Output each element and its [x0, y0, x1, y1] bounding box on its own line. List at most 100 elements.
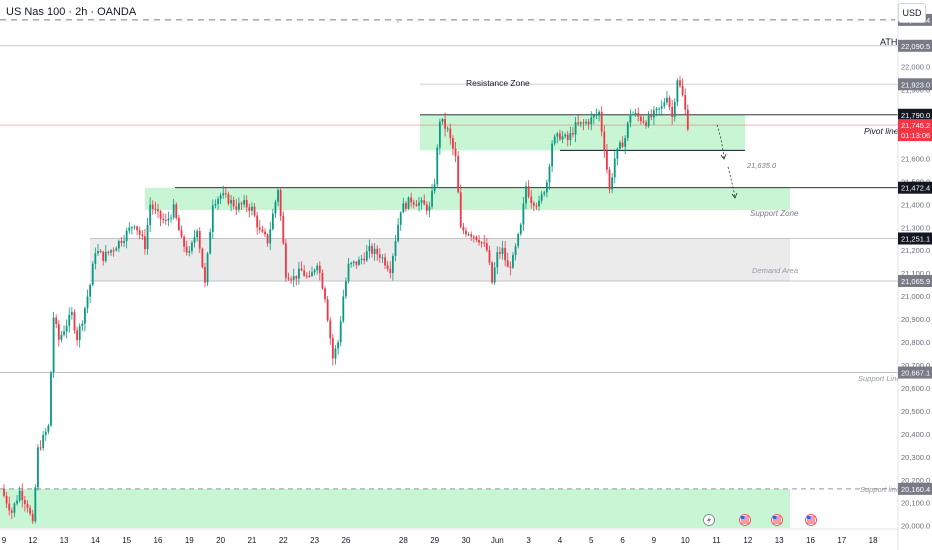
y-tick-label: 21,100.0: [901, 269, 930, 278]
candle-down: [462, 226, 465, 231]
candle-down: [177, 217, 180, 231]
candle-up: [52, 317, 55, 373]
candle-up: [146, 224, 149, 250]
currency-button[interactable]: USD: [898, 3, 926, 23]
candle-down: [506, 260, 509, 267]
candle-down: [21, 490, 24, 500]
candle-up: [613, 158, 616, 178]
candle-down: [180, 230, 183, 237]
candle-down: [509, 266, 512, 268]
candle-down: [23, 499, 26, 504]
symbol-title[interactable]: US Nas 100 · 2h · OANDA: [6, 6, 137, 18]
price-tag-20160: 20,160.4: [901, 485, 930, 494]
y-tick-label: 20,700.0: [901, 361, 930, 370]
candle-up: [548, 166, 551, 183]
candle-down: [120, 241, 123, 243]
candle-up: [525, 186, 527, 204]
candle-down: [639, 116, 642, 122]
candle-up: [407, 197, 410, 209]
candle-down: [671, 106, 674, 117]
candle-down: [326, 299, 329, 321]
candle-down: [55, 317, 58, 325]
candle-down: [10, 510, 13, 513]
candle-up: [501, 247, 504, 254]
candle-up: [551, 143, 553, 167]
x-tick-label: 12: [28, 536, 37, 545]
candle-up: [60, 334, 63, 340]
candle-down: [566, 134, 569, 140]
x-tick-label: 13: [775, 536, 784, 545]
candle-down: [480, 242, 483, 244]
x-tick-label: 3: [526, 536, 531, 545]
x-tick-label: 4: [558, 536, 563, 545]
candle-up: [214, 204, 217, 206]
candle-down: [175, 204, 178, 218]
candle-down: [668, 97, 671, 107]
candle-up: [313, 270, 316, 273]
candle-up: [104, 251, 107, 261]
candle-down: [457, 156, 460, 193]
candle-up: [191, 242, 193, 252]
candle-up: [94, 253, 97, 264]
pivot-line-label: Pivot line: [864, 126, 899, 136]
candles-group: [3, 75, 689, 524]
support-line-1-label: Support Line: [858, 374, 901, 383]
candle-up: [368, 245, 371, 252]
candle-down: [499, 252, 501, 254]
candle-down: [376, 248, 379, 255]
candle-down: [363, 258, 366, 261]
candle-down: [577, 122, 580, 124]
candle-down: [606, 150, 608, 170]
candle-down: [488, 250, 491, 263]
candle-down: [483, 242, 486, 244]
candle-down: [164, 219, 167, 221]
candle-down: [240, 203, 243, 205]
price-tag-21923: 21,923.0: [901, 80, 930, 89]
candle-up: [274, 201, 277, 214]
candle-up: [37, 447, 39, 488]
candle-up: [538, 200, 540, 207]
candle-down: [308, 275, 311, 277]
candle-down: [412, 202, 415, 205]
candle-down: [491, 262, 493, 283]
candle-down: [144, 236, 146, 250]
candle-up: [381, 257, 384, 259]
candle-up: [647, 115, 650, 127]
candle-up: [655, 108, 658, 111]
candle-up: [345, 281, 347, 297]
candle-up: [373, 248, 376, 254]
candle-up: [316, 265, 319, 271]
candle-down: [459, 192, 462, 227]
candle-up: [18, 490, 21, 501]
y-tick-label: 20,900.0: [901, 315, 930, 324]
x-tick-label: 26: [341, 536, 350, 545]
candle-down: [305, 275, 308, 277]
candle-down: [386, 265, 389, 269]
flag-canton: [741, 516, 745, 519]
candle-up: [196, 231, 199, 238]
flag-canton: [773, 516, 777, 519]
support-zone-label: Support Zone: [750, 209, 799, 218]
candle-down: [141, 234, 144, 237]
candle-up: [65, 325, 68, 332]
candle-up: [616, 148, 619, 159]
candle-up: [652, 110, 655, 118]
price-tag-22090: 22,090.5: [901, 42, 930, 51]
price-tag-21065: 21,065.9: [901, 277, 930, 286]
candle-up: [209, 232, 212, 254]
candle-up: [350, 263, 353, 265]
candle-up: [78, 326, 81, 341]
candle-down: [290, 279, 292, 281]
candle-down: [324, 288, 326, 300]
candle-up: [519, 224, 522, 235]
candle-up: [569, 133, 572, 140]
candle-down: [29, 507, 31, 514]
lightning-icon-glyph: [707, 516, 711, 524]
candle-up: [311, 272, 313, 276]
candle-down: [608, 169, 611, 190]
candle-up: [522, 203, 525, 225]
candle-down: [423, 200, 426, 205]
resistance-zone-label: Resistance Zone: [466, 78, 530, 88]
candle-up: [97, 251, 99, 254]
